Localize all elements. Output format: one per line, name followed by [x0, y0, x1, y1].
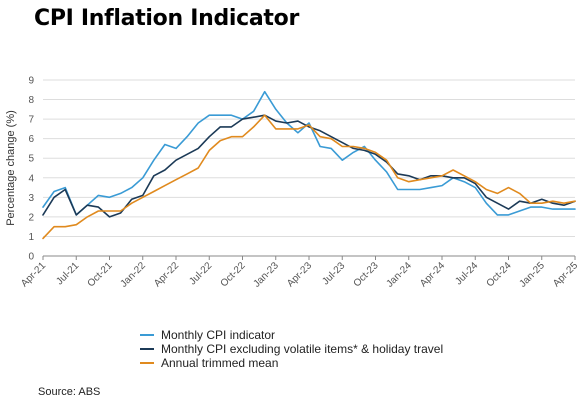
x-tick-label: Apr-24: [418, 260, 447, 289]
x-tick-label: Oct-24: [485, 260, 514, 289]
x-tick-label: Jul-21: [54, 260, 81, 287]
y-tick-label: 7: [28, 115, 34, 126]
legend-label: Monthly CPI indicator: [161, 328, 276, 342]
legend-item: Monthly CPI indicator: [140, 328, 443, 342]
series-line-3: [42, 114, 576, 240]
y-tick-label: 5: [28, 154, 34, 165]
y-tick-label: 9: [28, 76, 34, 87]
x-tick-label: Jul-22: [187, 260, 214, 287]
x-tick-label: Apr-23: [285, 260, 314, 289]
y-tick-label: 4: [28, 173, 34, 184]
x-tick-label: Jul-24: [453, 260, 480, 287]
series-line-1: [42, 90, 576, 216]
legend: Monthly CPI indicator Monthly CPI exclud…: [140, 328, 443, 370]
legend-label: Monthly CPI excluding volatile items* & …: [161, 342, 444, 356]
y-tick-labels: 0 1 2 3 4 5 6 7 8 9: [28, 76, 34, 263]
x-tick-label: Jan-24: [384, 260, 414, 290]
gridlines: [43, 79, 575, 237]
x-tick-label: Jul-23: [320, 260, 347, 287]
y-tick-label: 8: [28, 95, 34, 106]
source-note: Source: ABS: [38, 386, 101, 398]
x-tick-label: Apr-22: [152, 260, 181, 289]
x-tick-label: Apr-21: [19, 260, 48, 289]
y-tick-label: 1: [28, 232, 34, 243]
x-tick-label: Oct-23: [352, 260, 381, 289]
y-tick-label: 3: [28, 193, 34, 204]
legend-item: Annual trimmed mean: [140, 356, 443, 370]
axes: [42, 255, 576, 260]
legend-swatch: [140, 334, 154, 336]
x-tick-label: Jan-25: [517, 260, 547, 290]
x-tick-label: Jan-22: [118, 260, 148, 290]
y-tick-label: 2: [28, 212, 34, 223]
y-axis-label: Percentage change (%): [5, 110, 17, 226]
x-tick-label: Oct-22: [219, 260, 248, 289]
y-tick-label: 6: [28, 134, 34, 145]
legend-label: Annual trimmed mean: [161, 356, 279, 370]
x-tick-label: Apr-25: [551, 260, 580, 289]
x-tick-label: Oct-21: [86, 260, 115, 289]
legend-item: Monthly CPI excluding volatile items* & …: [140, 342, 443, 356]
series-lines: [42, 90, 576, 240]
legend-swatch: [140, 348, 154, 350]
chart-title: CPI Inflation Indicator: [34, 6, 300, 31]
x-tick-label: Jan-23: [251, 260, 281, 290]
x-tick-labels: Apr-21 Jul-21 Oct-21 Jan-22 Apr-22 Jul-22 Oct-…: [19, 260, 580, 290]
legend-swatch: [140, 362, 154, 364]
series-line-2: [42, 114, 576, 218]
y-tick-label: 0: [28, 252, 34, 263]
